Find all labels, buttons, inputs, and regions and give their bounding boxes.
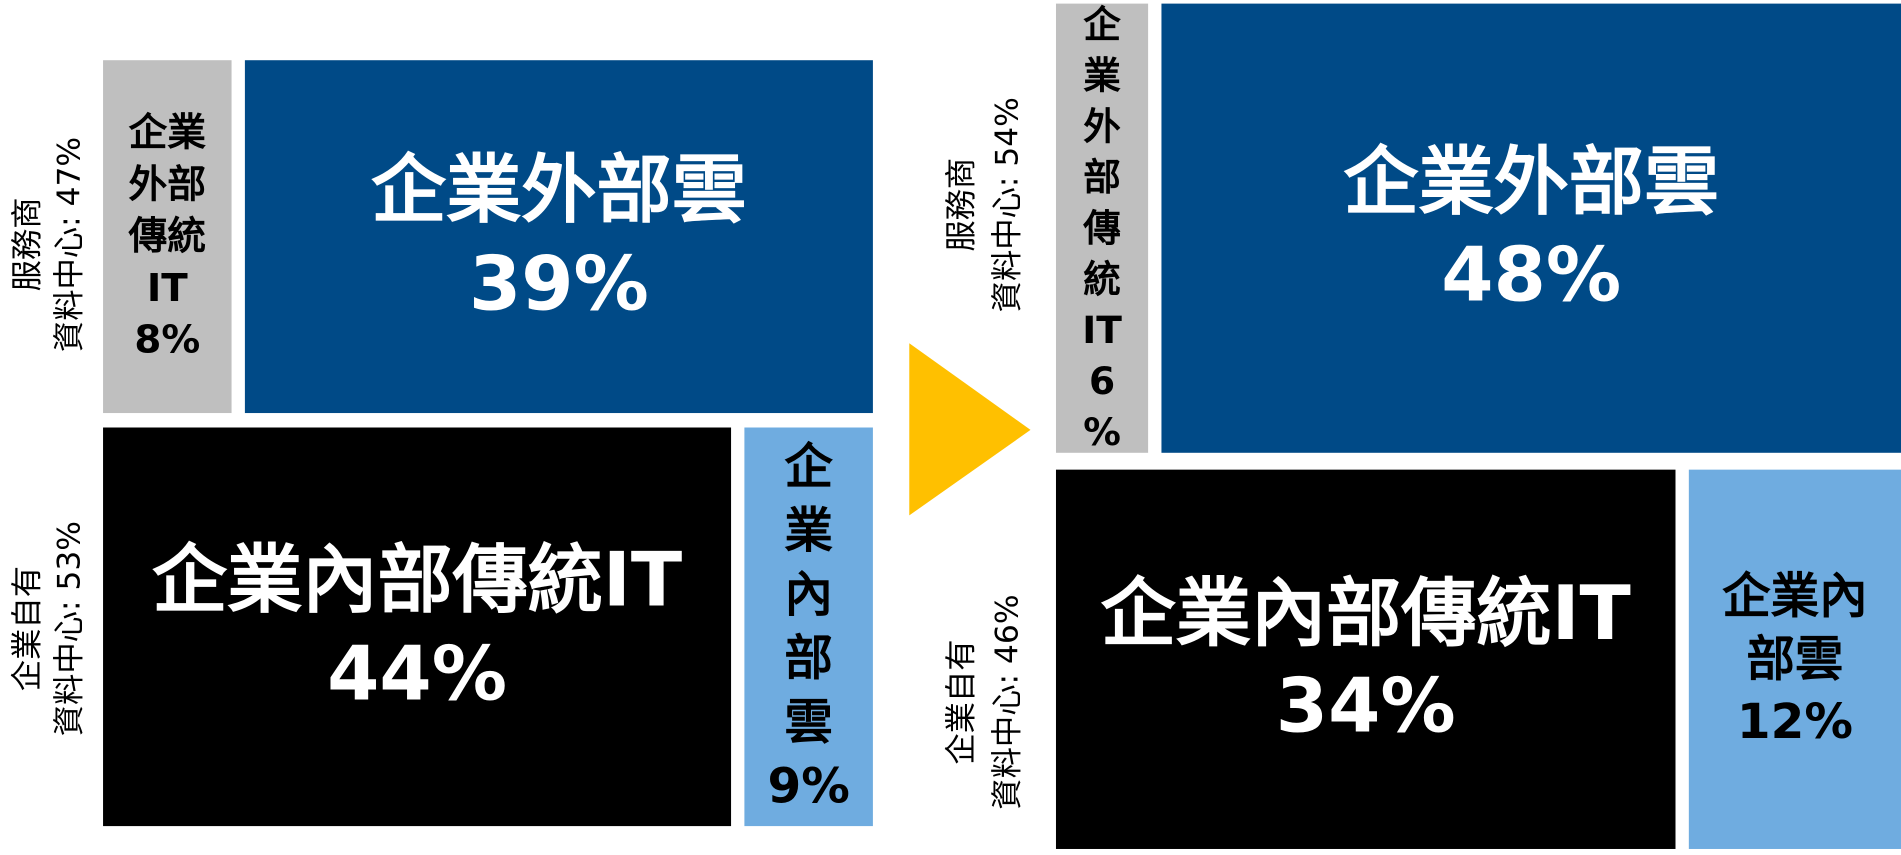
block-label: 業 (1083, 53, 1121, 97)
block-label: % (1083, 410, 1121, 454)
block-label: 34% (1276, 662, 1456, 750)
side-label-line: 企業自有 (943, 639, 979, 764)
arrow (909, 343, 1031, 516)
block-label: 雲 (784, 695, 833, 751)
block-label: 企 (784, 439, 833, 495)
block-label: 企業外部雲 (371, 146, 747, 234)
block-rect (1055, 3, 1149, 453)
side-label-line: 服務商 (943, 158, 979, 252)
block-label: 企業外部雲 (1343, 138, 1719, 226)
side-label: 企業自有 資料中心: 53% (9, 521, 88, 736)
side-label-line: 資料中心: 54% (989, 97, 1025, 312)
block-label: 48% (1441, 231, 1621, 319)
block-label: 12% (1737, 694, 1853, 750)
block-label: IT (147, 266, 189, 311)
block-rect (103, 60, 232, 414)
block-label: 6 (1089, 359, 1115, 403)
side-label-line: 資料中心: 53% (52, 521, 88, 736)
block-rect (1161, 3, 1901, 453)
block-label: 外 (1083, 104, 1121, 148)
block-label: 企 (1083, 3, 1121, 47)
block-label: IT (1082, 308, 1122, 352)
side-label: 服務商 資料中心: 54% (943, 97, 1025, 312)
block-label: 部 (784, 631, 833, 687)
block-rect (1688, 469, 1901, 849)
side-label: 服務商 資料中心: 47% (9, 137, 88, 352)
side-label-line: 資料中心: 47% (52, 137, 88, 352)
side-label-line: 企業自有 (9, 566, 45, 691)
block-label: 傳 (1082, 206, 1121, 250)
block-label: 傳統 (128, 214, 207, 259)
side-label-line: 資料中心: 46% (989, 594, 1025, 809)
block-label: 9% (767, 758, 849, 814)
block-rect (244, 60, 873, 414)
block-label: 統 (1083, 257, 1121, 301)
block-rect (744, 427, 873, 827)
block-label: 44% (327, 630, 507, 718)
block-label: 部雲 (1746, 631, 1843, 687)
side-label: 企業自有 資料中心: 46% (943, 594, 1025, 809)
block-label: 業 (784, 503, 833, 559)
block-label: 企業 (129, 111, 207, 156)
block-label: 部 (1083, 155, 1121, 199)
block-label: 企業內部傳統IT (152, 536, 682, 624)
block-rect (103, 427, 732, 827)
block-label: 內 (784, 567, 833, 623)
block-label: 企業內 (1722, 569, 1867, 625)
block-label: 外部 (129, 162, 207, 207)
block-rect (1055, 469, 1676, 849)
block-label: 8% (134, 318, 200, 363)
side-label-line: 服務商 (9, 198, 45, 292)
block-label: 企業內部傳統IT (1101, 569, 1631, 657)
block-label: 39% (469, 240, 649, 328)
